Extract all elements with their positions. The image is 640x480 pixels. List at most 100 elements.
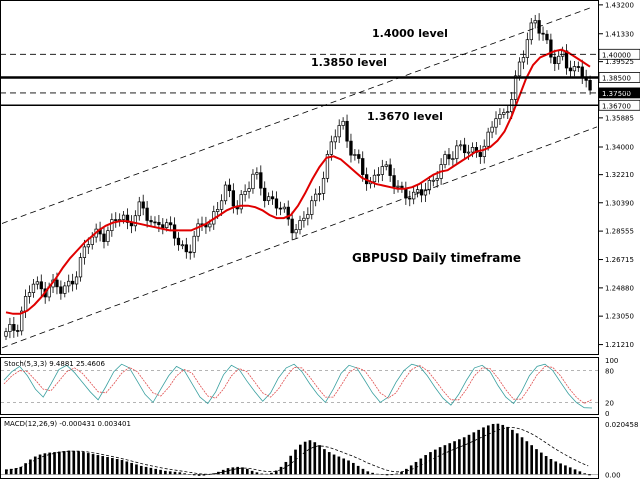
macd-bar — [212, 473, 215, 475]
candle-body — [506, 111, 510, 114]
chart-annotation: GBPUSD Daily timeframe — [352, 251, 521, 265]
macd-bar — [154, 468, 158, 475]
macd-bar — [515, 433, 519, 475]
macd-panel-frame — [0, 417, 599, 479]
macd-bar — [462, 437, 466, 475]
macd-bar — [144, 466, 148, 475]
candle-body — [59, 286, 63, 294]
candle-body — [251, 173, 255, 190]
candle-body — [263, 187, 267, 202]
candle-body — [161, 224, 165, 228]
candle-body — [70, 280, 75, 285]
macd-bar — [178, 472, 182, 475]
macd-bar — [125, 461, 129, 475]
candle-body — [286, 206, 290, 220]
candle-body — [321, 177, 326, 194]
macd-bar — [101, 456, 105, 475]
price-tick-label: 1.41330 — [605, 30, 634, 38]
candle-body — [447, 154, 451, 160]
candle-body — [388, 164, 392, 176]
macd-bar — [549, 458, 553, 475]
candle-body — [239, 194, 243, 210]
macd-label: MACD(12,26,9) -0.000431 0.003401 — [4, 420, 131, 428]
candle-body — [110, 219, 114, 232]
macd-bar — [289, 455, 293, 475]
macd-bar — [419, 458, 423, 475]
candle-body — [431, 179, 435, 182]
macd-bar — [236, 466, 239, 475]
candle-body — [521, 57, 526, 63]
level-annotation-3: 1.3670 level — [367, 110, 443, 123]
candle-body — [165, 222, 169, 228]
candle-body — [31, 283, 36, 293]
candle-body — [310, 200, 314, 215]
macd-bar — [168, 471, 172, 475]
candle-body — [125, 214, 130, 223]
macd-bar — [96, 455, 100, 475]
macd-bar — [405, 468, 408, 475]
macd-bar — [255, 472, 259, 475]
candle-body — [20, 310, 24, 332]
macd-bar — [274, 470, 278, 475]
macd-bar — [265, 473, 268, 475]
macd-bar — [366, 471, 370, 475]
price-tick-label: 1.26715 — [605, 256, 634, 264]
moving-average-line — [5, 48, 591, 315]
candle-body — [557, 55, 561, 64]
candle-body — [63, 285, 67, 294]
macd-bar — [501, 424, 505, 475]
macd-bar — [486, 425, 490, 475]
candle-body — [255, 172, 259, 175]
candle-body — [141, 201, 145, 209]
candle-body — [82, 246, 87, 258]
candle-body — [67, 280, 71, 287]
candle-body — [270, 196, 275, 200]
macd-bar — [294, 449, 297, 475]
macd-bar — [77, 451, 80, 475]
price-tick-label: 1.43200 — [605, 1, 634, 9]
candle-body — [114, 219, 118, 221]
macd-bar — [5, 469, 8, 475]
candle-body — [157, 221, 161, 226]
price-tick-label: 1.23050 — [605, 313, 634, 321]
candle-body — [176, 237, 181, 246]
candle-body — [188, 251, 192, 254]
candle-body — [443, 154, 447, 165]
candle-body — [8, 324, 12, 332]
candle-body — [274, 198, 279, 209]
candle-body — [588, 80, 592, 91]
candle-body — [172, 224, 177, 239]
candle-body — [196, 223, 200, 237]
macd-bar — [506, 426, 509, 475]
candle-body — [466, 151, 471, 154]
macd-bar — [62, 451, 66, 475]
candle-body — [361, 158, 365, 175]
macd-plot: 0.020458 0.00 — [1, 421, 638, 479]
macd-bar — [217, 471, 220, 475]
candle-body — [259, 172, 263, 189]
candle-body — [4, 331, 8, 337]
price-tick-label: 1.39525 — [605, 58, 634, 66]
macd-bar — [482, 427, 485, 475]
macd-bar — [380, 474, 384, 475]
candle-body — [86, 244, 90, 248]
macd-bar — [115, 458, 119, 475]
level-price-label: 1.40000 — [602, 51, 631, 59]
candle-body — [482, 145, 486, 157]
candle-body — [533, 20, 537, 24]
candle-body — [412, 191, 416, 200]
candle-body — [541, 32, 545, 35]
macd-bar — [525, 441, 529, 475]
level-price-box — [598, 72, 640, 83]
candle-body — [329, 141, 334, 155]
candle-body — [227, 184, 232, 192]
candle-body — [568, 67, 573, 72]
stoch-signal-line — [3, 364, 593, 404]
stoch-label: Stoch(5,3,3) 9.4881 25.4606 — [4, 360, 105, 368]
candle-body — [180, 244, 185, 247]
macd-bar — [139, 465, 143, 475]
macd-bar — [58, 451, 61, 475]
macd-bar — [559, 463, 562, 475]
candle-body — [384, 164, 388, 167]
stoch-tick-label: 0 — [605, 410, 609, 418]
